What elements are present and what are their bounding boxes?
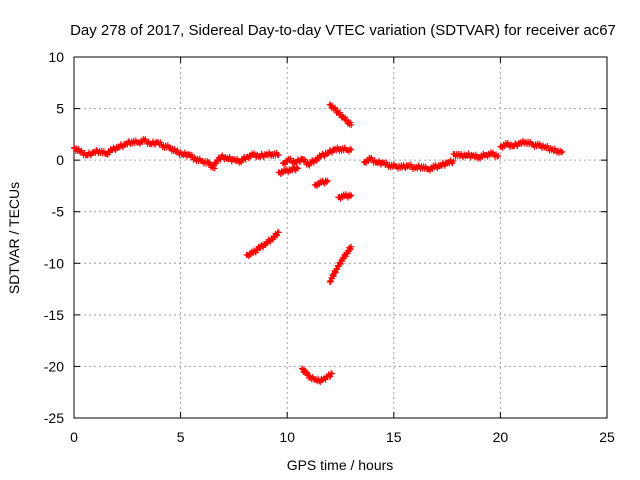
y-tick-label: -25 bbox=[44, 410, 64, 426]
data-point bbox=[275, 151, 282, 158]
data-point bbox=[450, 158, 457, 165]
y-tick-label: 0 bbox=[56, 152, 64, 168]
series-track-c bbox=[243, 229, 282, 260]
axis-ticks: 0 5 10 15 20 25 10 5 0 -5 -10 -15 -20 -25 bbox=[44, 49, 615, 445]
data-point bbox=[347, 145, 354, 152]
data-point bbox=[495, 153, 502, 160]
x-tick-label: 0 bbox=[70, 429, 78, 445]
data-point bbox=[558, 149, 565, 156]
data-point bbox=[344, 250, 351, 257]
data-point bbox=[304, 369, 311, 376]
data-point bbox=[324, 177, 331, 184]
series-track-k bbox=[360, 154, 457, 174]
data-point bbox=[337, 261, 344, 268]
data-point bbox=[328, 370, 335, 377]
data-point bbox=[342, 114, 349, 121]
data-point bbox=[327, 373, 334, 380]
data-point bbox=[211, 165, 218, 172]
series-track-g bbox=[311, 177, 331, 190]
data-point bbox=[293, 164, 300, 171]
y-tick-label: -5 bbox=[52, 204, 65, 220]
series-track-b bbox=[211, 149, 282, 167]
data-point bbox=[348, 192, 355, 199]
plot-frame bbox=[73, 56, 608, 419]
data-point bbox=[275, 229, 282, 236]
chart-title: Day 278 of 2017, Sidereal Day-to-day VTE… bbox=[70, 22, 616, 39]
x-tick-label: 25 bbox=[599, 429, 615, 445]
data-point bbox=[331, 104, 338, 111]
x-tick-label: 10 bbox=[279, 429, 295, 445]
data-point bbox=[323, 179, 330, 186]
x-axis-label: GPS time / hours bbox=[287, 457, 394, 473]
series-track-e bbox=[275, 164, 301, 177]
series-track-m bbox=[497, 137, 566, 156]
data-point bbox=[559, 148, 566, 155]
series-track-d bbox=[279, 144, 355, 169]
x-tick-label: 5 bbox=[177, 429, 185, 445]
series-track-i bbox=[326, 243, 355, 285]
series-track-j bbox=[335, 191, 355, 202]
series-track-f bbox=[299, 365, 335, 386]
data-point bbox=[337, 109, 344, 116]
x-tick-label: 15 bbox=[386, 429, 402, 445]
y-tick-label: 5 bbox=[56, 101, 64, 117]
data-point bbox=[348, 146, 355, 153]
series-track-h bbox=[326, 101, 355, 129]
y-tick-label: -10 bbox=[44, 255, 64, 271]
data-point bbox=[347, 119, 354, 126]
x-tick-label: 20 bbox=[493, 429, 509, 445]
data-point bbox=[274, 232, 281, 239]
data-point bbox=[334, 266, 341, 273]
data-points bbox=[71, 101, 566, 386]
data-point bbox=[348, 122, 355, 129]
data-point bbox=[347, 246, 354, 253]
y-tick-label: -20 bbox=[44, 358, 64, 374]
y-tick-label: -15 bbox=[44, 307, 64, 323]
data-point bbox=[294, 165, 301, 172]
data-point bbox=[348, 243, 355, 250]
series-track-a bbox=[71, 136, 218, 172]
y-tick-label: 10 bbox=[48, 49, 64, 65]
series-track-l bbox=[450, 149, 502, 162]
data-point bbox=[332, 269, 339, 276]
data-point bbox=[347, 193, 354, 200]
y-axis-label: SDTVAR / TECUs bbox=[6, 182, 22, 294]
